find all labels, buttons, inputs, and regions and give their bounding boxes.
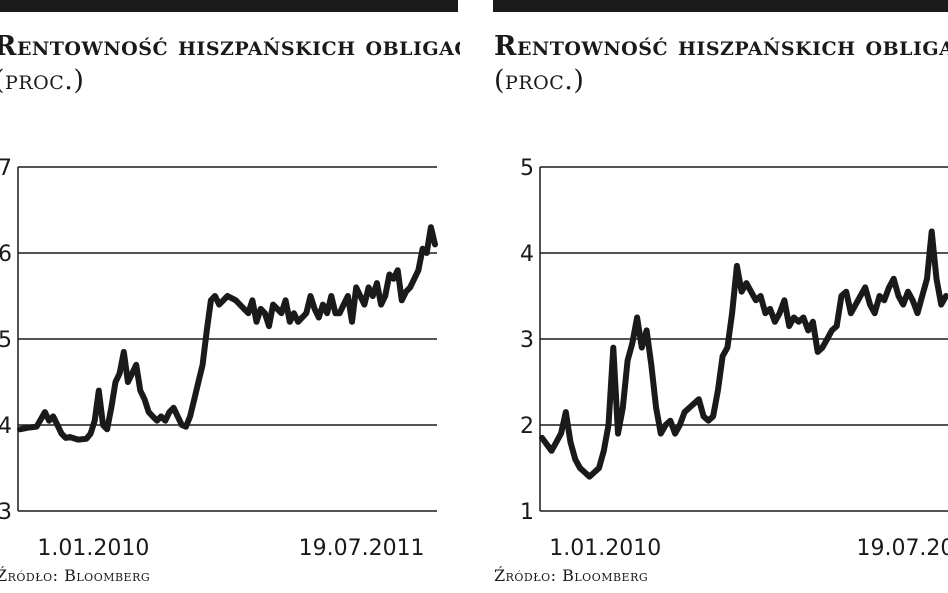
y-tick-label: 5 [520, 156, 534, 181]
source-note: Źródło: Bloomberg [494, 566, 648, 585]
source-name: Bloomberg [64, 566, 151, 585]
y-tick-label: 5 [0, 328, 12, 353]
chart-unit: (proc.) [494, 65, 585, 96]
top-bar [0, 0, 458, 12]
chart-title: Rentowność hiszpańskich obligacji dwulet… [494, 30, 948, 98]
chart-title-text: Rentowność hiszpańskich obligacji dwulet… [494, 31, 948, 62]
y-tick-label: 4 [0, 414, 12, 439]
series-line [17, 224, 438, 443]
x-tick-label: 19.07.2011 [856, 536, 948, 561]
x-tick-label: 19.07.2011 [299, 536, 425, 561]
y-tick-label: 4 [520, 242, 534, 267]
y-tick-label: 1 [520, 500, 534, 525]
chart-title: Rentowność hiszpańskich obligacji dziesi… [0, 30, 460, 98]
top-bar [493, 0, 948, 12]
source-label: Źródło: [494, 566, 557, 585]
y-tick-label: 7 [0, 156, 12, 181]
x-tick-label: 1.01.2010 [549, 536, 661, 561]
source-note: Źródło: Bloomberg [0, 566, 150, 585]
y-tick-label: 6 [0, 242, 12, 267]
source-label: Źródło: [0, 566, 59, 585]
line-chart-2y: 1 2 3 4 5 1.01.2010 19.07.2011 [520, 156, 948, 561]
line-chart-10y: 3 4 5 6 7 1.01.2010 19.07.2011 [0, 156, 438, 561]
y-tick-label: 3 [0, 500, 12, 525]
y-tick-label: 3 [520, 328, 534, 353]
chart-title-text: Rentowność hiszpańskich obligacji dziesi… [0, 31, 460, 62]
source-name: Bloomberg [562, 566, 649, 585]
y-tick-label: 2 [520, 414, 534, 439]
series-line [539, 228, 948, 480]
chart-panel-2y: Rentowność hiszpańskich obligacji dwulet… [493, 0, 948, 593]
chart-panel-10y: Rentowność hiszpańskich obligacji dziesi… [0, 0, 460, 593]
chart-unit: (proc.) [0, 65, 85, 96]
x-tick-label: 1.01.2010 [37, 536, 149, 561]
